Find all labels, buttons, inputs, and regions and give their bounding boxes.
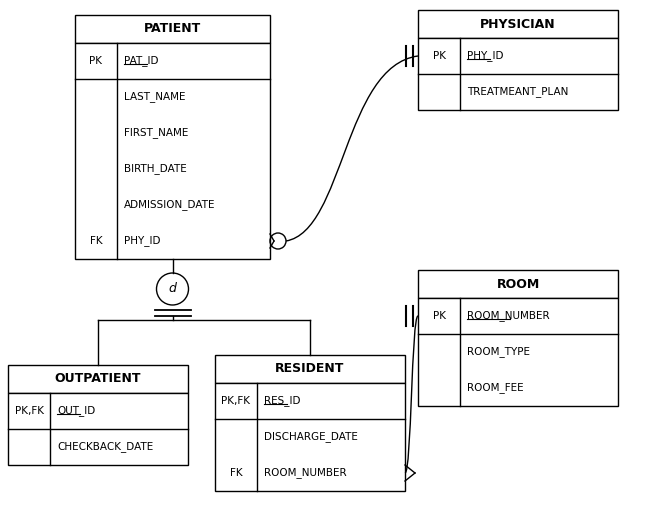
- Text: ADMISSION_DATE: ADMISSION_DATE: [124, 200, 215, 211]
- Text: d: d: [169, 283, 176, 295]
- Text: CHECKBACK_DATE: CHECKBACK_DATE: [57, 442, 153, 452]
- Text: PK: PK: [432, 51, 445, 61]
- Text: PHY_ID: PHY_ID: [467, 51, 503, 61]
- Bar: [75, 43, 270, 259]
- Text: ROOM_NUMBER: ROOM_NUMBER: [467, 311, 549, 321]
- Text: ROOM_NUMBER: ROOM_NUMBER: [264, 468, 346, 478]
- Text: ROOM_FEE: ROOM_FEE: [467, 383, 523, 393]
- Text: PHYSICIAN: PHYSICIAN: [480, 17, 556, 31]
- Text: ROOM: ROOM: [496, 277, 540, 290]
- Bar: [418, 298, 618, 406]
- Text: OUT_ID: OUT_ID: [57, 406, 95, 416]
- Text: OUTPATIENT: OUTPATIENT: [55, 373, 141, 385]
- Text: PK,FK: PK,FK: [221, 396, 251, 406]
- Text: PK,FK: PK,FK: [14, 406, 44, 416]
- Bar: [418, 270, 618, 298]
- Text: LAST_NAME: LAST_NAME: [124, 91, 186, 102]
- Text: FK: FK: [230, 468, 242, 478]
- Text: FK: FK: [90, 236, 102, 246]
- Text: RES_ID: RES_ID: [264, 396, 301, 406]
- Text: TREATMEANT_PLAN: TREATMEANT_PLAN: [467, 86, 568, 98]
- Bar: [215, 383, 405, 491]
- Text: RESIDENT: RESIDENT: [275, 362, 344, 376]
- Text: FIRST_NAME: FIRST_NAME: [124, 128, 188, 138]
- Bar: [418, 10, 618, 38]
- Bar: [8, 393, 188, 465]
- Bar: [75, 15, 270, 43]
- Text: BIRTH_DATE: BIRTH_DATE: [124, 164, 187, 174]
- Bar: [8, 365, 188, 393]
- Text: DISCHARGE_DATE: DISCHARGE_DATE: [264, 432, 358, 443]
- Bar: [418, 38, 618, 110]
- Text: PK: PK: [89, 56, 102, 66]
- Text: ROOM_TYPE: ROOM_TYPE: [467, 346, 530, 358]
- Text: PAT_ID: PAT_ID: [124, 56, 158, 66]
- Bar: [215, 355, 405, 383]
- Text: PK: PK: [432, 311, 445, 321]
- Text: PATIENT: PATIENT: [144, 22, 201, 35]
- Text: PHY_ID: PHY_ID: [124, 236, 161, 246]
